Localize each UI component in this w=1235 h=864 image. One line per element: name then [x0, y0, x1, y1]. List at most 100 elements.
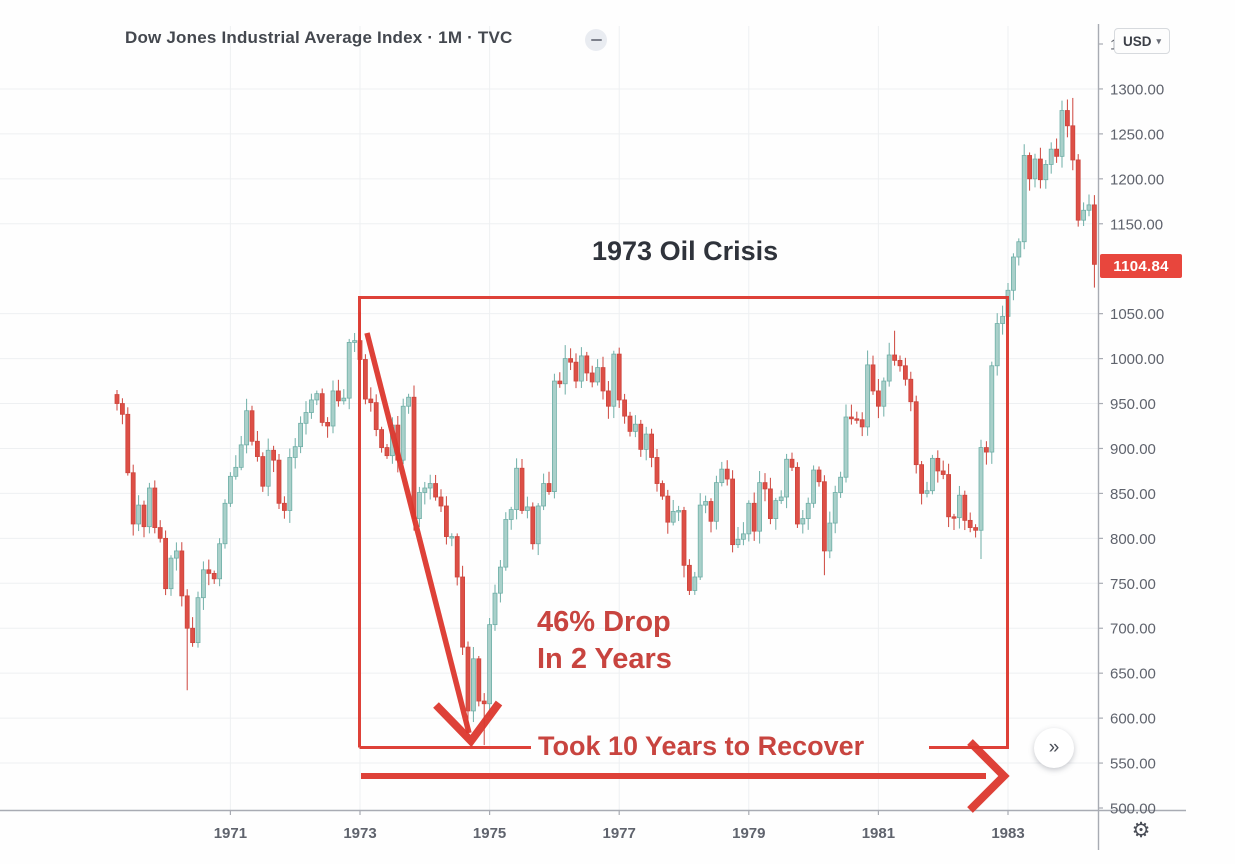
candle-body	[114, 394, 120, 404]
candle-body	[703, 501, 708, 506]
candle-body	[179, 550, 185, 597]
price-tick-label: 1050.00	[1110, 306, 1164, 323]
candle-body	[622, 399, 627, 417]
candle-body	[476, 658, 482, 702]
candle-body	[416, 492, 422, 519]
candle-body	[514, 467, 519, 510]
candle-body	[136, 504, 142, 525]
time-tick-label: 1975	[473, 825, 506, 842]
candle-body	[525, 506, 530, 511]
drop-label-line2: In 2 Years	[537, 643, 672, 675]
candle-body	[589, 372, 595, 383]
last-price-badge: 1104.84	[1100, 254, 1182, 278]
candle-body	[978, 447, 984, 531]
recover-label: Took 10 Years to Recover	[538, 731, 865, 761]
candle-body	[308, 399, 314, 413]
candle-body	[951, 516, 957, 519]
candle-body	[206, 569, 212, 574]
candle-body	[157, 527, 163, 539]
candle-body	[827, 522, 833, 552]
candle-body	[352, 340, 358, 343]
price-tick-label: 500.00	[1110, 801, 1156, 818]
candle-body	[1070, 125, 1076, 161]
chevron-down-icon: ▾	[1156, 35, 1162, 46]
candle-body	[1005, 289, 1011, 317]
candle-body	[962, 494, 968, 521]
symbol-title[interactable]: Dow Jones Industrial Average Index · 1M …	[125, 28, 513, 47]
price-tick-label: 1250.00	[1110, 126, 1164, 143]
candle-body	[789, 458, 795, 468]
candle-body	[822, 481, 827, 552]
candle-body	[1032, 158, 1038, 180]
candle-body	[152, 487, 158, 528]
candle-body	[660, 483, 665, 497]
candle-body	[173, 550, 179, 559]
candle-body	[881, 380, 887, 407]
candle-body	[470, 658, 476, 712]
time-axis-settings-button[interactable]: ⚙	[1128, 818, 1154, 843]
candle-body	[795, 466, 800, 525]
candle-body	[519, 467, 525, 511]
candle-body	[714, 482, 719, 522]
candle-body	[935, 457, 941, 472]
candle-body	[1065, 110, 1070, 127]
candle-body	[497, 566, 503, 594]
candle-body	[654, 457, 660, 484]
candle-body	[535, 505, 541, 545]
candle-body	[389, 424, 395, 457]
scroll-right-button[interactable]: »	[1034, 728, 1074, 768]
candle-body	[757, 482, 762, 532]
candle-body	[676, 510, 681, 513]
candle-body	[849, 416, 854, 420]
candle-body	[146, 487, 152, 528]
candle-body	[233, 466, 239, 477]
candle-body	[816, 469, 822, 483]
time-tick-label: 1977	[603, 825, 636, 842]
candle-body	[465, 646, 471, 712]
candle-body	[443, 505, 449, 537]
candle-body	[784, 458, 789, 498]
candle-body	[541, 483, 546, 507]
candle-body	[989, 365, 995, 453]
candle-body	[244, 410, 250, 446]
candle-body	[762, 482, 768, 490]
candle-body	[271, 449, 277, 461]
candle-body	[1043, 164, 1049, 181]
candle-body	[503, 519, 509, 568]
candle-body	[1048, 148, 1054, 165]
candle-body	[1011, 256, 1016, 291]
candle-body	[184, 595, 190, 629]
candle-body	[395, 424, 401, 461]
collapse-button[interactable]	[585, 29, 607, 51]
candle-body	[1021, 155, 1027, 243]
candle-body	[984, 447, 989, 453]
candle-body	[1000, 315, 1005, 324]
candle-body	[427, 483, 433, 489]
price-tick-label: 550.00	[1110, 756, 1156, 773]
candle-body	[903, 365, 908, 380]
drop-label-line1: 46% Drop	[537, 606, 671, 638]
price-tick-label: 1150.00	[1110, 216, 1163, 233]
candle-body	[800, 518, 806, 525]
candle-body	[411, 396, 417, 519]
price-tick-label: 1000.00	[1110, 351, 1164, 368]
candle-body	[778, 496, 784, 502]
candle-body	[708, 501, 714, 522]
price-tick-label: 850.00	[1110, 486, 1156, 503]
candle-body	[919, 464, 924, 494]
candle-body	[298, 422, 304, 448]
candle-body	[724, 468, 730, 480]
price-tick-label: 900.00	[1110, 441, 1156, 458]
candle-body	[595, 367, 600, 383]
candle-body	[222, 502, 228, 545]
candle-body	[746, 502, 752, 535]
candle-body	[957, 494, 962, 519]
currency-dropdown[interactable]: USD ▾	[1114, 28, 1171, 54]
candle-body	[346, 342, 352, 399]
candle-body	[141, 504, 147, 528]
candle-body	[168, 557, 174, 590]
candle-body	[670, 510, 676, 523]
candle-body	[627, 415, 633, 432]
candle-body	[832, 492, 838, 524]
